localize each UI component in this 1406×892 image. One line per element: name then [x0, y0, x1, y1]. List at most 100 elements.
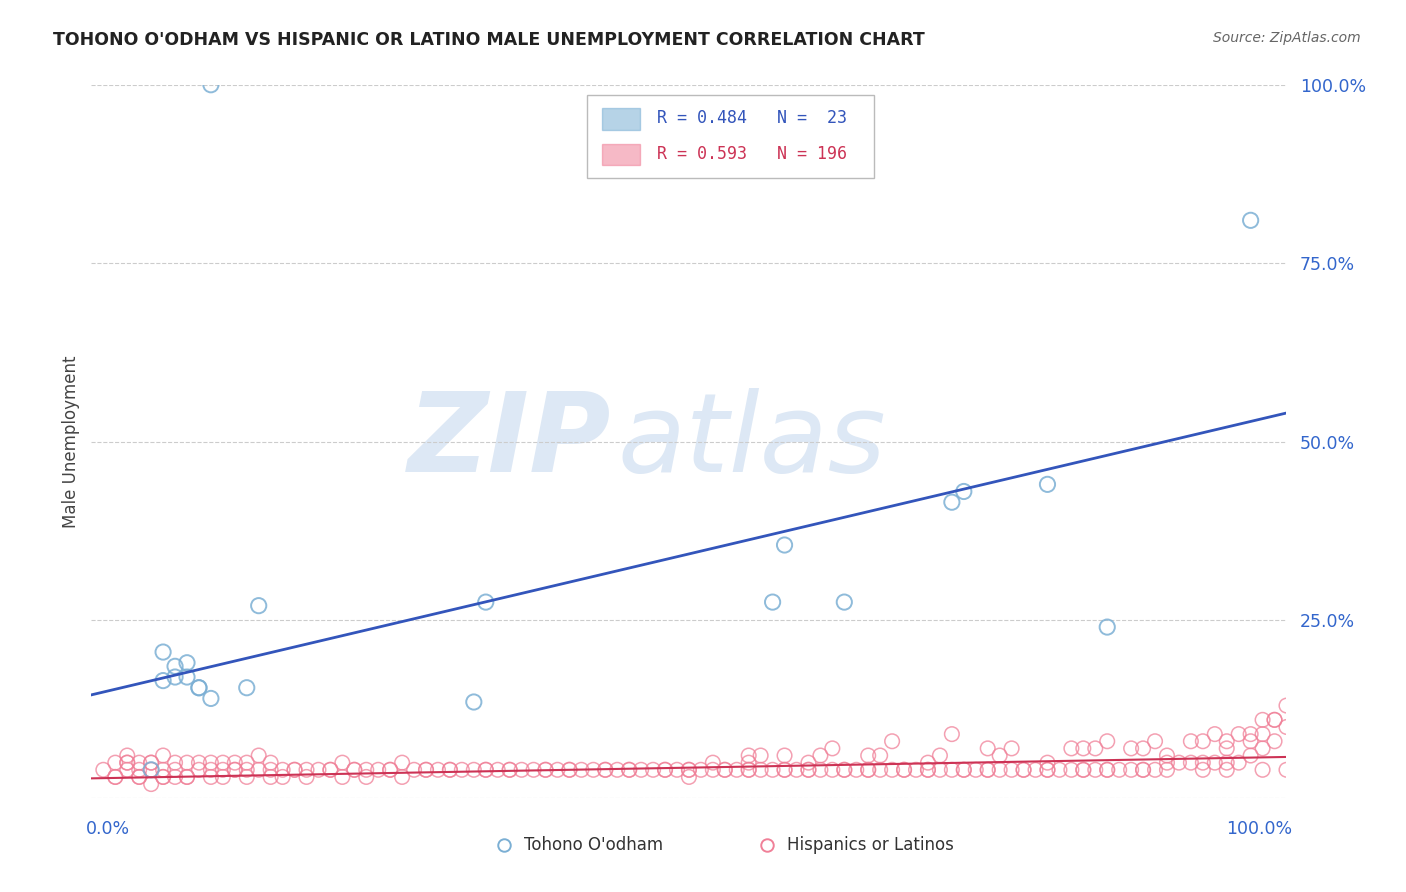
Point: [224, 763, 246, 777]
Point: [1071, 763, 1094, 777]
Point: [128, 770, 150, 784]
Point: [463, 763, 485, 777]
Point: [1012, 763, 1035, 777]
Point: [928, 748, 950, 763]
Point: [917, 763, 939, 777]
Point: [1251, 741, 1274, 756]
Point: [593, 763, 616, 777]
Point: [976, 763, 998, 777]
Point: [152, 645, 174, 659]
Text: R = 0.593   N = 196: R = 0.593 N = 196: [657, 145, 846, 163]
Point: [211, 756, 233, 770]
Point: [187, 681, 211, 695]
Point: [1227, 727, 1250, 741]
Point: [953, 484, 976, 499]
Point: [200, 763, 222, 777]
Point: [247, 763, 270, 777]
Point: [1132, 741, 1154, 756]
Point: [821, 741, 844, 756]
Point: [737, 763, 759, 777]
Point: [163, 763, 186, 777]
Point: [832, 763, 855, 777]
Point: [558, 763, 581, 777]
Point: [654, 763, 676, 777]
Point: [224, 763, 246, 777]
Point: [176, 756, 198, 770]
Point: [187, 681, 211, 695]
Point: [832, 763, 855, 777]
Point: [1215, 734, 1237, 748]
Point: [224, 756, 246, 770]
Point: [1108, 763, 1130, 777]
Point: [498, 763, 520, 777]
Point: [141, 763, 162, 777]
Point: [749, 763, 772, 777]
Point: [1036, 763, 1059, 777]
Point: [498, 763, 520, 777]
Point: [404, 763, 426, 777]
Point: [773, 763, 796, 777]
Point: [571, 763, 593, 777]
Point: [343, 763, 366, 777]
Point: [426, 763, 449, 777]
Point: [666, 763, 689, 777]
Point: [1084, 763, 1107, 777]
Text: Hispanics or Latinos: Hispanics or Latinos: [787, 836, 953, 854]
Point: [619, 763, 641, 777]
Point: [1097, 734, 1119, 748]
Text: Source: ZipAtlas.com: Source: ZipAtlas.com: [1213, 31, 1361, 45]
Point: [1192, 763, 1215, 777]
Point: [271, 763, 294, 777]
Point: [115, 763, 138, 777]
Point: [176, 770, 198, 784]
Point: [1240, 748, 1263, 763]
Point: [141, 756, 162, 770]
Point: [917, 756, 939, 770]
Point: [115, 756, 138, 770]
Point: [1215, 756, 1237, 770]
Point: [1132, 763, 1154, 777]
Point: [523, 763, 546, 777]
Point: [845, 763, 868, 777]
Point: [1144, 763, 1167, 777]
Point: [773, 538, 796, 552]
Point: [1264, 734, 1286, 748]
Point: [1167, 756, 1189, 770]
Point: [415, 763, 437, 777]
Point: [678, 763, 700, 777]
Point: [1264, 713, 1286, 727]
Point: [1251, 713, 1274, 727]
Point: [941, 495, 963, 509]
Point: [714, 763, 737, 777]
Point: [486, 763, 509, 777]
Point: [176, 770, 198, 784]
Point: [163, 670, 186, 684]
Point: [773, 748, 796, 763]
Point: [271, 770, 294, 784]
Point: [941, 763, 963, 777]
Point: [1180, 734, 1202, 748]
Point: [976, 741, 998, 756]
Point: [917, 763, 939, 777]
Point: [725, 763, 748, 777]
Point: [1119, 763, 1142, 777]
Point: [104, 756, 127, 770]
Point: [1204, 727, 1226, 741]
Point: [869, 748, 891, 763]
Point: [474, 595, 498, 609]
Point: [259, 763, 281, 777]
Point: [582, 763, 605, 777]
Point: [1240, 213, 1263, 227]
Point: [1240, 734, 1263, 748]
FancyBboxPatch shape: [602, 144, 640, 165]
Point: [378, 763, 402, 777]
Text: R = 0.484   N =  23: R = 0.484 N = 23: [657, 110, 846, 128]
Point: [821, 763, 844, 777]
Point: [558, 763, 581, 777]
Point: [856, 763, 880, 777]
Point: [187, 763, 211, 777]
Point: [654, 763, 676, 777]
Point: [1097, 620, 1119, 634]
Point: [785, 763, 807, 777]
Point: [737, 748, 759, 763]
